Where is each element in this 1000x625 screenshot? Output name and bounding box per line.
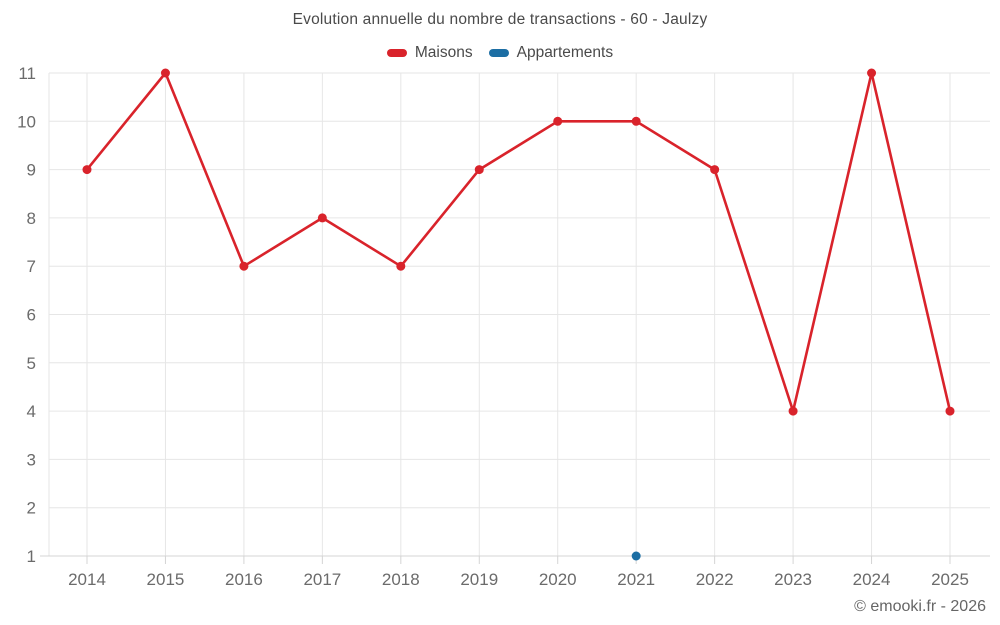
maisons-point[interactable] — [945, 406, 955, 416]
maisons-point[interactable] — [474, 165, 484, 175]
y-axis-tick-label: 1 — [27, 547, 36, 566]
x-axis-tick-label: 2019 — [460, 570, 498, 589]
maisons-line — [85, 71, 952, 413]
maisons-point[interactable] — [867, 68, 877, 78]
x-axis-tick-label: 2025 — [931, 570, 969, 589]
maisons-point[interactable] — [553, 116, 563, 126]
y-axis-tick-label: 11 — [18, 64, 36, 83]
y-axis-tick-label: 10 — [17, 112, 36, 131]
watermark-credit: © emooki.fr - 2026 — [854, 598, 986, 615]
x-axis-tick-label: 2023 — [774, 570, 812, 589]
legend-swatch-icon — [386, 49, 407, 57]
legend-item-maisons[interactable]: Maisons — [386, 44, 473, 62]
x-axis-tick-label: 2018 — [382, 570, 420, 589]
chart-title: Evolution annuelle du nombre de transact… — [292, 11, 708, 28]
y-axis-tick-label: 3 — [27, 450, 36, 469]
x-axis-tick-label: 2020 — [539, 570, 577, 589]
y-axis-tick-label: 6 — [27, 306, 36, 325]
maisons-point[interactable] — [631, 116, 641, 126]
maisons-point[interactable] — [710, 165, 720, 175]
legend-swatch-icon — [488, 49, 509, 57]
maisons-point[interactable] — [788, 406, 798, 416]
legend-label: Maisons — [414, 44, 473, 61]
legend-label: Appartements — [516, 44, 614, 61]
maisons-point[interactable] — [317, 213, 327, 223]
x-axis-tick-label: 2014 — [68, 570, 106, 589]
chart-legend: Maisons Appartements — [0, 44, 1000, 62]
x-axis-tick-label: 2022 — [696, 570, 734, 589]
y-axis-tick-label: 5 — [27, 354, 36, 373]
maisons-point[interactable] — [82, 165, 92, 175]
y-axis-tick-label: 9 — [27, 161, 36, 180]
y-axis-tick-label: 7 — [27, 257, 36, 276]
maisons-point[interactable] — [160, 68, 170, 78]
y-axis-tick-label: 2 — [27, 499, 36, 518]
x-axis-tick-label: 2015 — [147, 570, 185, 589]
maisons-point[interactable] — [239, 261, 249, 271]
x-axis-tick-label: 2017 — [303, 570, 341, 589]
y-axis-tick-label: 4 — [27, 402, 36, 421]
x-axis-tick-label: 2021 — [617, 570, 655, 589]
maisons-point[interactable] — [396, 261, 406, 271]
y-axis-tick-label: 8 — [27, 209, 36, 228]
x-axis-tick-label: 2024 — [853, 570, 891, 589]
legend-item-appartements[interactable]: Appartements — [488, 44, 614, 62]
x-axis-tick-label: 2016 — [225, 570, 263, 589]
appartements-point[interactable] — [631, 551, 641, 561]
